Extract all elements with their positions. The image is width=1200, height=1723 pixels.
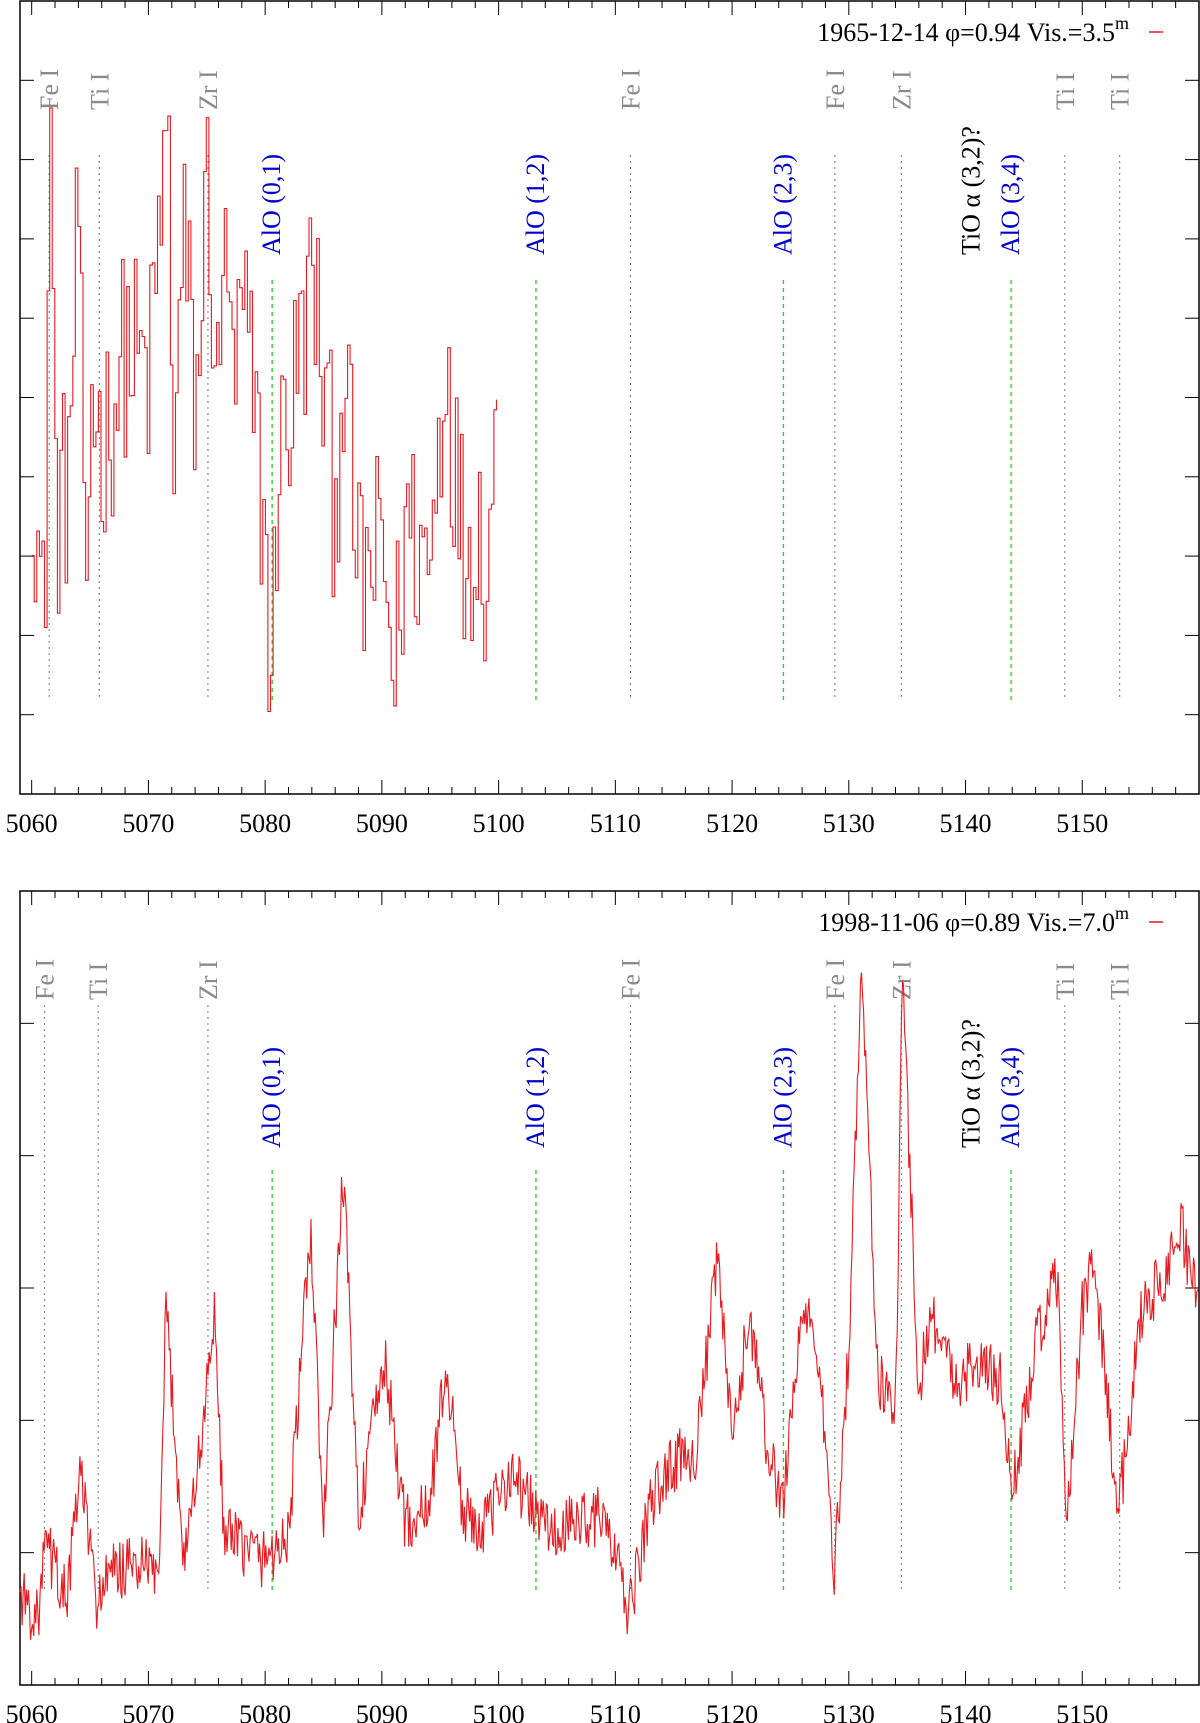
atomic-line-label: Fe I [35, 69, 64, 110]
atomic-line-label: Fe I [821, 69, 850, 110]
molecular-band-label: AlO (1,2) [521, 154, 550, 255]
atomic-line-label: Ti I [85, 73, 114, 110]
x-tick-label: 5140 [940, 809, 992, 838]
x-tick-label: 5100 [473, 1700, 525, 1723]
legend-vis-superscript: m [1115, 903, 1129, 923]
x-tick-label: 5120 [706, 809, 758, 838]
legend-vis: Vis.=3.5 [1027, 18, 1115, 47]
atomic-line-label: Fe I [617, 69, 646, 110]
x-tick-label: 5060 [6, 809, 58, 838]
atomic-line-label: Zr I [887, 70, 916, 110]
legend-phase: φ=0.89 [945, 908, 1020, 937]
x-tick-label: 5140 [940, 1700, 992, 1723]
atomic-line-label: Zr I [194, 70, 223, 110]
molecular-band-label: AlO (2,3) [768, 154, 797, 255]
atomic-line-label: Ti I [1106, 73, 1135, 110]
x-tick-label: 5150 [1056, 1700, 1108, 1723]
x-tick-label: 5130 [823, 1700, 875, 1723]
tio-band-label: TiO α (3,2)? [956, 1019, 985, 1148]
x-tick-label: 5080 [239, 1700, 291, 1723]
legend-vis-superscript: m [1115, 13, 1129, 33]
plot-frame [19, 0, 1200, 795]
plot-frame [19, 890, 1200, 1686]
x-tick-label: 5080 [239, 809, 291, 838]
spectrum-trace [19, 972, 1200, 1640]
panel-1965: 5060 5070 5080 5090 5100 5110 5120 5130 5140 5150… [6, 0, 1200, 838]
atomic-line-label: Ti I [1051, 73, 1080, 110]
legend-text: 1998-11-06 φ=0.89 Vis.=7.0m [818, 903, 1129, 937]
atomic-line-label: Ti I [84, 963, 113, 1000]
atomic-line-label: Zr I [194, 960, 223, 1000]
molecular-band-label: AlO (3,4) [996, 1047, 1025, 1148]
atomic-line-label: Ti I [1106, 963, 1135, 1000]
atomic-line-label: Fe I [821, 959, 850, 1000]
panel-1998: 5060 5070 5080 5090 5100 5110 5120 5130 5140 5150… [6, 890, 1200, 1723]
legend-date: 1998-11-06 [818, 908, 938, 937]
x-tick-label: 5090 [356, 1700, 408, 1723]
atomic-line-label: Fe I [31, 959, 60, 1000]
x-tick-label: 5100 [473, 809, 525, 838]
legend-date: 1965-12-14 [817, 18, 938, 47]
x-tick-label: 5070 [122, 809, 174, 838]
x-tick-label: 5120 [706, 1700, 758, 1723]
x-tick-label: 5130 [823, 809, 875, 838]
tio-band-label: TiO α (3,2)? [956, 126, 985, 255]
x-tick-label: 5110 [590, 1700, 641, 1723]
molecular-band-label: AlO (3,4) [996, 154, 1025, 255]
x-tick-label: 5060 [6, 1700, 58, 1723]
molecular-band-label: AlO (2,3) [768, 1047, 797, 1148]
legend-phase: φ=0.94 [945, 18, 1020, 47]
molecular-band-label: AlO (1,2) [521, 1047, 550, 1148]
molecular-band-label: AlO (0,1) [257, 154, 286, 255]
x-tick-label: 5150 [1056, 809, 1108, 838]
x-tick-label: 5090 [356, 809, 408, 838]
molecular-band-label: AlO (0,1) [257, 1047, 286, 1148]
legend-vis: Vis.=7.0 [1027, 908, 1115, 937]
atomic-line-label: Fe I [617, 959, 646, 1000]
legend-text: 1965-12-14 φ=0.94 Vis.=3.5m [817, 13, 1129, 47]
x-tick-label: 5070 [122, 1700, 174, 1723]
atomic-line-label: Ti I [1051, 963, 1080, 1000]
spectrum-trace [31, 107, 498, 713]
x-tick-label: 5110 [590, 809, 641, 838]
